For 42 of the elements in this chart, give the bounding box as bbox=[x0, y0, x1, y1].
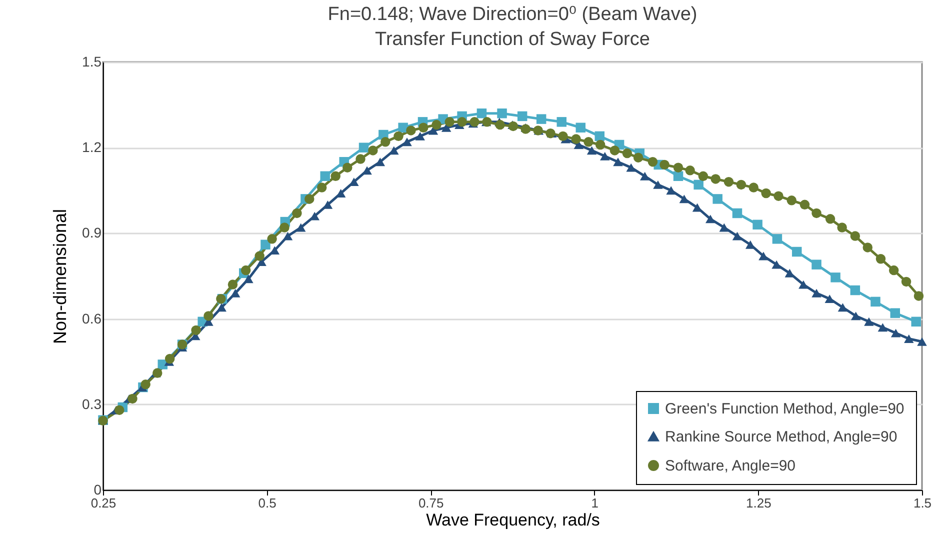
point bbox=[712, 194, 722, 204]
point bbox=[850, 285, 860, 296]
point bbox=[694, 180, 704, 190]
point bbox=[517, 111, 528, 122]
x-tick-label: 0.5 bbox=[258, 496, 276, 510]
x-tick-label: 1 bbox=[591, 496, 599, 510]
x-tick-label: 1.5 bbox=[913, 496, 932, 510]
y-tick-label: 0.6 bbox=[82, 310, 102, 326]
chart-subtitle: Transfer Function of Sway Force bbox=[375, 29, 650, 50]
y-tick-label: 0.9 bbox=[82, 224, 102, 241]
y-tick-label: 0 bbox=[94, 482, 102, 498]
legend-label: Rankine Source Method, Angle=90 bbox=[665, 428, 898, 446]
point bbox=[594, 131, 605, 142]
point bbox=[497, 108, 507, 118]
point bbox=[830, 272, 840, 282]
x-tick-label: 0.75 bbox=[418, 496, 444, 510]
x-axis-title: Wave Frequency, rad/s bbox=[426, 510, 600, 530]
legend-label: Green's Function Method, Angle=90 bbox=[665, 400, 904, 418]
point bbox=[260, 240, 270, 250]
point bbox=[792, 246, 802, 257]
point bbox=[752, 220, 762, 230]
chart-title: Fn=0.148; Wave Direction=0⁰ (Beam Wave) bbox=[328, 4, 698, 25]
point bbox=[476, 108, 487, 118]
point bbox=[870, 296, 880, 307]
point bbox=[576, 122, 586, 132]
point bbox=[673, 171, 684, 182]
y-tick-label: 1.5 bbox=[82, 54, 102, 70]
legend-label: Software, Angle=90 bbox=[665, 458, 796, 474]
point bbox=[812, 260, 822, 270]
point bbox=[911, 316, 921, 327]
point bbox=[890, 308, 900, 318]
point bbox=[536, 114, 546, 124]
x-tick-label: 1.25 bbox=[746, 496, 772, 510]
point bbox=[556, 117, 567, 127]
x-tick-label: 0.25 bbox=[90, 496, 116, 510]
point bbox=[732, 208, 742, 218]
point bbox=[320, 171, 330, 182]
y-axis-title: Non-dimensional bbox=[50, 208, 70, 344]
y-tick-label: 0.3 bbox=[82, 396, 102, 412]
point bbox=[772, 234, 782, 244]
y-tick-label: 1.2 bbox=[82, 139, 102, 156]
point bbox=[358, 142, 369, 152]
